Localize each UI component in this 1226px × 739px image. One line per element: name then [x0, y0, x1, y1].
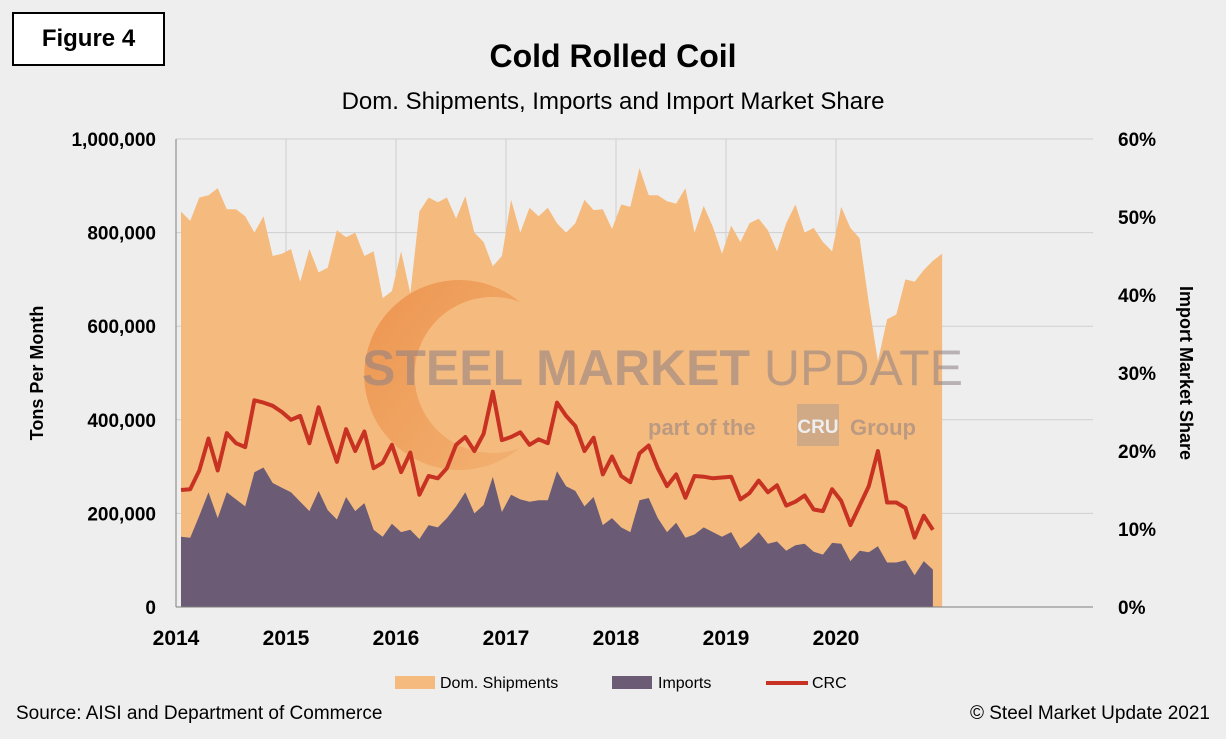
- axes: 0 200,000 400,000 600,000 800,000 1,000,000 0%…: [27, 130, 1196, 650]
- y-tick-label: 600,000: [87, 317, 156, 338]
- y2-tick-label: 40%: [1118, 286, 1156, 307]
- legend-swatch-dom: [395, 676, 435, 689]
- x-tick-label: 2014: [153, 627, 200, 650]
- y-tick-label: 400,000: [87, 411, 156, 432]
- figure-label: Figure 4: [12, 12, 165, 66]
- y2-axis-title: Import Market Share: [1176, 286, 1196, 460]
- x-tick-label: 2017: [483, 627, 530, 650]
- source-note: Source: AISI and Department of Commerce: [16, 703, 383, 724]
- y2-tick-label: 60%: [1118, 130, 1156, 151]
- y-tick-label: 0: [145, 598, 156, 619]
- watermark-text: STEEL MARKET UPDATE: [362, 340, 963, 396]
- x-tick-label: 2016: [373, 627, 420, 650]
- legend-label-crc: CRC: [812, 675, 847, 692]
- watermark-arc: [364, 280, 520, 471]
- watermark: STEEL MARKET UPDATE part of the CRU Grou…: [362, 280, 963, 471]
- chart-title: Cold Rolled Coil: [489, 38, 737, 74]
- x-tick-label: 2019: [703, 627, 750, 650]
- x-tick-label: 2018: [593, 627, 640, 650]
- x-tick-label: 2015: [263, 627, 310, 650]
- y2-tick-label: 20%: [1118, 442, 1156, 463]
- crc-line: [180, 389, 935, 540]
- watermark-badge: [797, 404, 839, 446]
- legend-label-dom: Dom. Shipments: [440, 675, 558, 692]
- areas: [181, 168, 943, 607]
- watermark-badge-text: CRU: [797, 417, 838, 438]
- y2-tick-label: 0%: [1118, 598, 1146, 619]
- lines: [180, 389, 935, 540]
- dom-shipments-area: [181, 168, 943, 607]
- y2-tick-label: 30%: [1118, 364, 1156, 385]
- y2-tick-label: 50%: [1118, 208, 1156, 229]
- y-tick-label: 1,000,000: [71, 130, 156, 151]
- legend-label-imports: Imports: [658, 675, 711, 692]
- y2-tick-label: 10%: [1118, 520, 1156, 541]
- watermark-subtext-1: part of the: [648, 415, 756, 440]
- legend-swatch-imports: [612, 676, 652, 689]
- imports-area: [181, 467, 933, 607]
- y-tick-label: 200,000: [87, 504, 156, 525]
- copyright-note: © Steel Market Update 2021: [969, 703, 1210, 724]
- x-tick-label: 2020: [813, 627, 860, 650]
- chart-subtitle: Dom. Shipments, Imports and Import Marke…: [341, 88, 885, 115]
- legend: Dom. Shipments Imports CRC: [395, 675, 847, 692]
- y-axis-title: Tons Per Month: [27, 306, 47, 441]
- y-tick-label: 800,000: [87, 224, 156, 245]
- watermark-subtext-2: Group: [850, 415, 916, 440]
